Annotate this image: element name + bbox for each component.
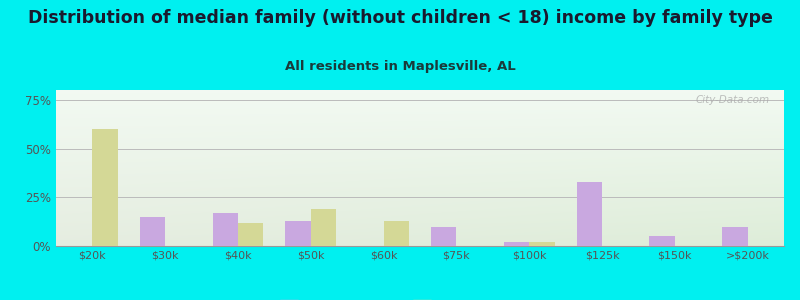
Bar [310, 209, 336, 246]
Text: All residents in Maplesville, AL: All residents in Maplesville, AL [285, 60, 515, 73]
Legend: Married couple, Female, no husband: Married couple, Female, no husband [275, 296, 565, 300]
Bar [577, 182, 602, 246]
Bar [93, 129, 118, 246]
Bar [650, 236, 674, 246]
Bar [722, 226, 747, 246]
Bar [140, 217, 165, 246]
Bar [213, 213, 238, 246]
Bar [238, 223, 263, 246]
Bar [384, 221, 409, 246]
Bar [286, 221, 311, 246]
Text: Distribution of median family (without children < 18) income by family type: Distribution of median family (without c… [27, 9, 773, 27]
Bar [530, 242, 554, 246]
Bar [504, 242, 530, 246]
Bar [431, 226, 456, 246]
Text: City-Data.com: City-Data.com [695, 95, 770, 105]
